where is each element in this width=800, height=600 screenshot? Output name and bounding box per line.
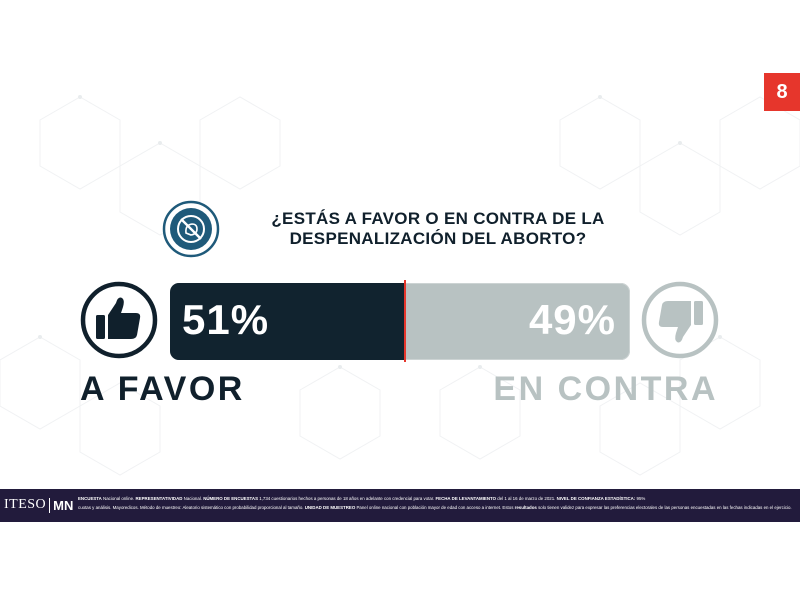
page-number-badge: 8 [764, 73, 800, 111]
logo-separator [49, 497, 51, 513]
category-label-en-contra: EN CONTRA [493, 370, 718, 408]
footer-bar [0, 489, 800, 522]
value-label-en-contra: 49% [528, 296, 616, 343]
thumbs-up-icon [80, 281, 158, 359]
bar-divider [403, 280, 406, 362]
logo-iteso: ITESO [4, 497, 47, 512]
bar-segment-a-favor [170, 283, 405, 360]
question-line-2: DESPENALIZACIÓN DEL ABORTO? [289, 229, 587, 248]
logo-mn: MN [53, 497, 74, 513]
bottom-margin [0, 522, 800, 600]
methodology-line-1: ENCUESTA Nacional online. REPRESENTATIVI… [78, 496, 646, 501]
methodology-note: ENCUESTA Nacional online. REPRESENTATIVI… [78, 494, 796, 512]
value-label-a-favor: 51% [182, 296, 270, 343]
results-bar [170, 283, 630, 360]
hexagon-background [0, 95, 800, 476]
category-label-a-favor: A FAVOR [80, 370, 245, 408]
thumbs-down-icon [641, 281, 719, 359]
bar-segment-en-contra [404, 283, 630, 360]
question-line-1: ¿ESTÁS A FAVOR O EN CONTRA DE LA [271, 209, 605, 228]
question-title: ¿ESTÁS A FAVOR O EN CONTRA DE LA DESPENA… [228, 209, 648, 249]
iteso-mn-logo: ITESO MN [4, 497, 73, 513]
methodology-line-2: cuotas y análisis. Mayoredicos. Método d… [78, 505, 792, 510]
no-abortion-icon [162, 200, 220, 258]
